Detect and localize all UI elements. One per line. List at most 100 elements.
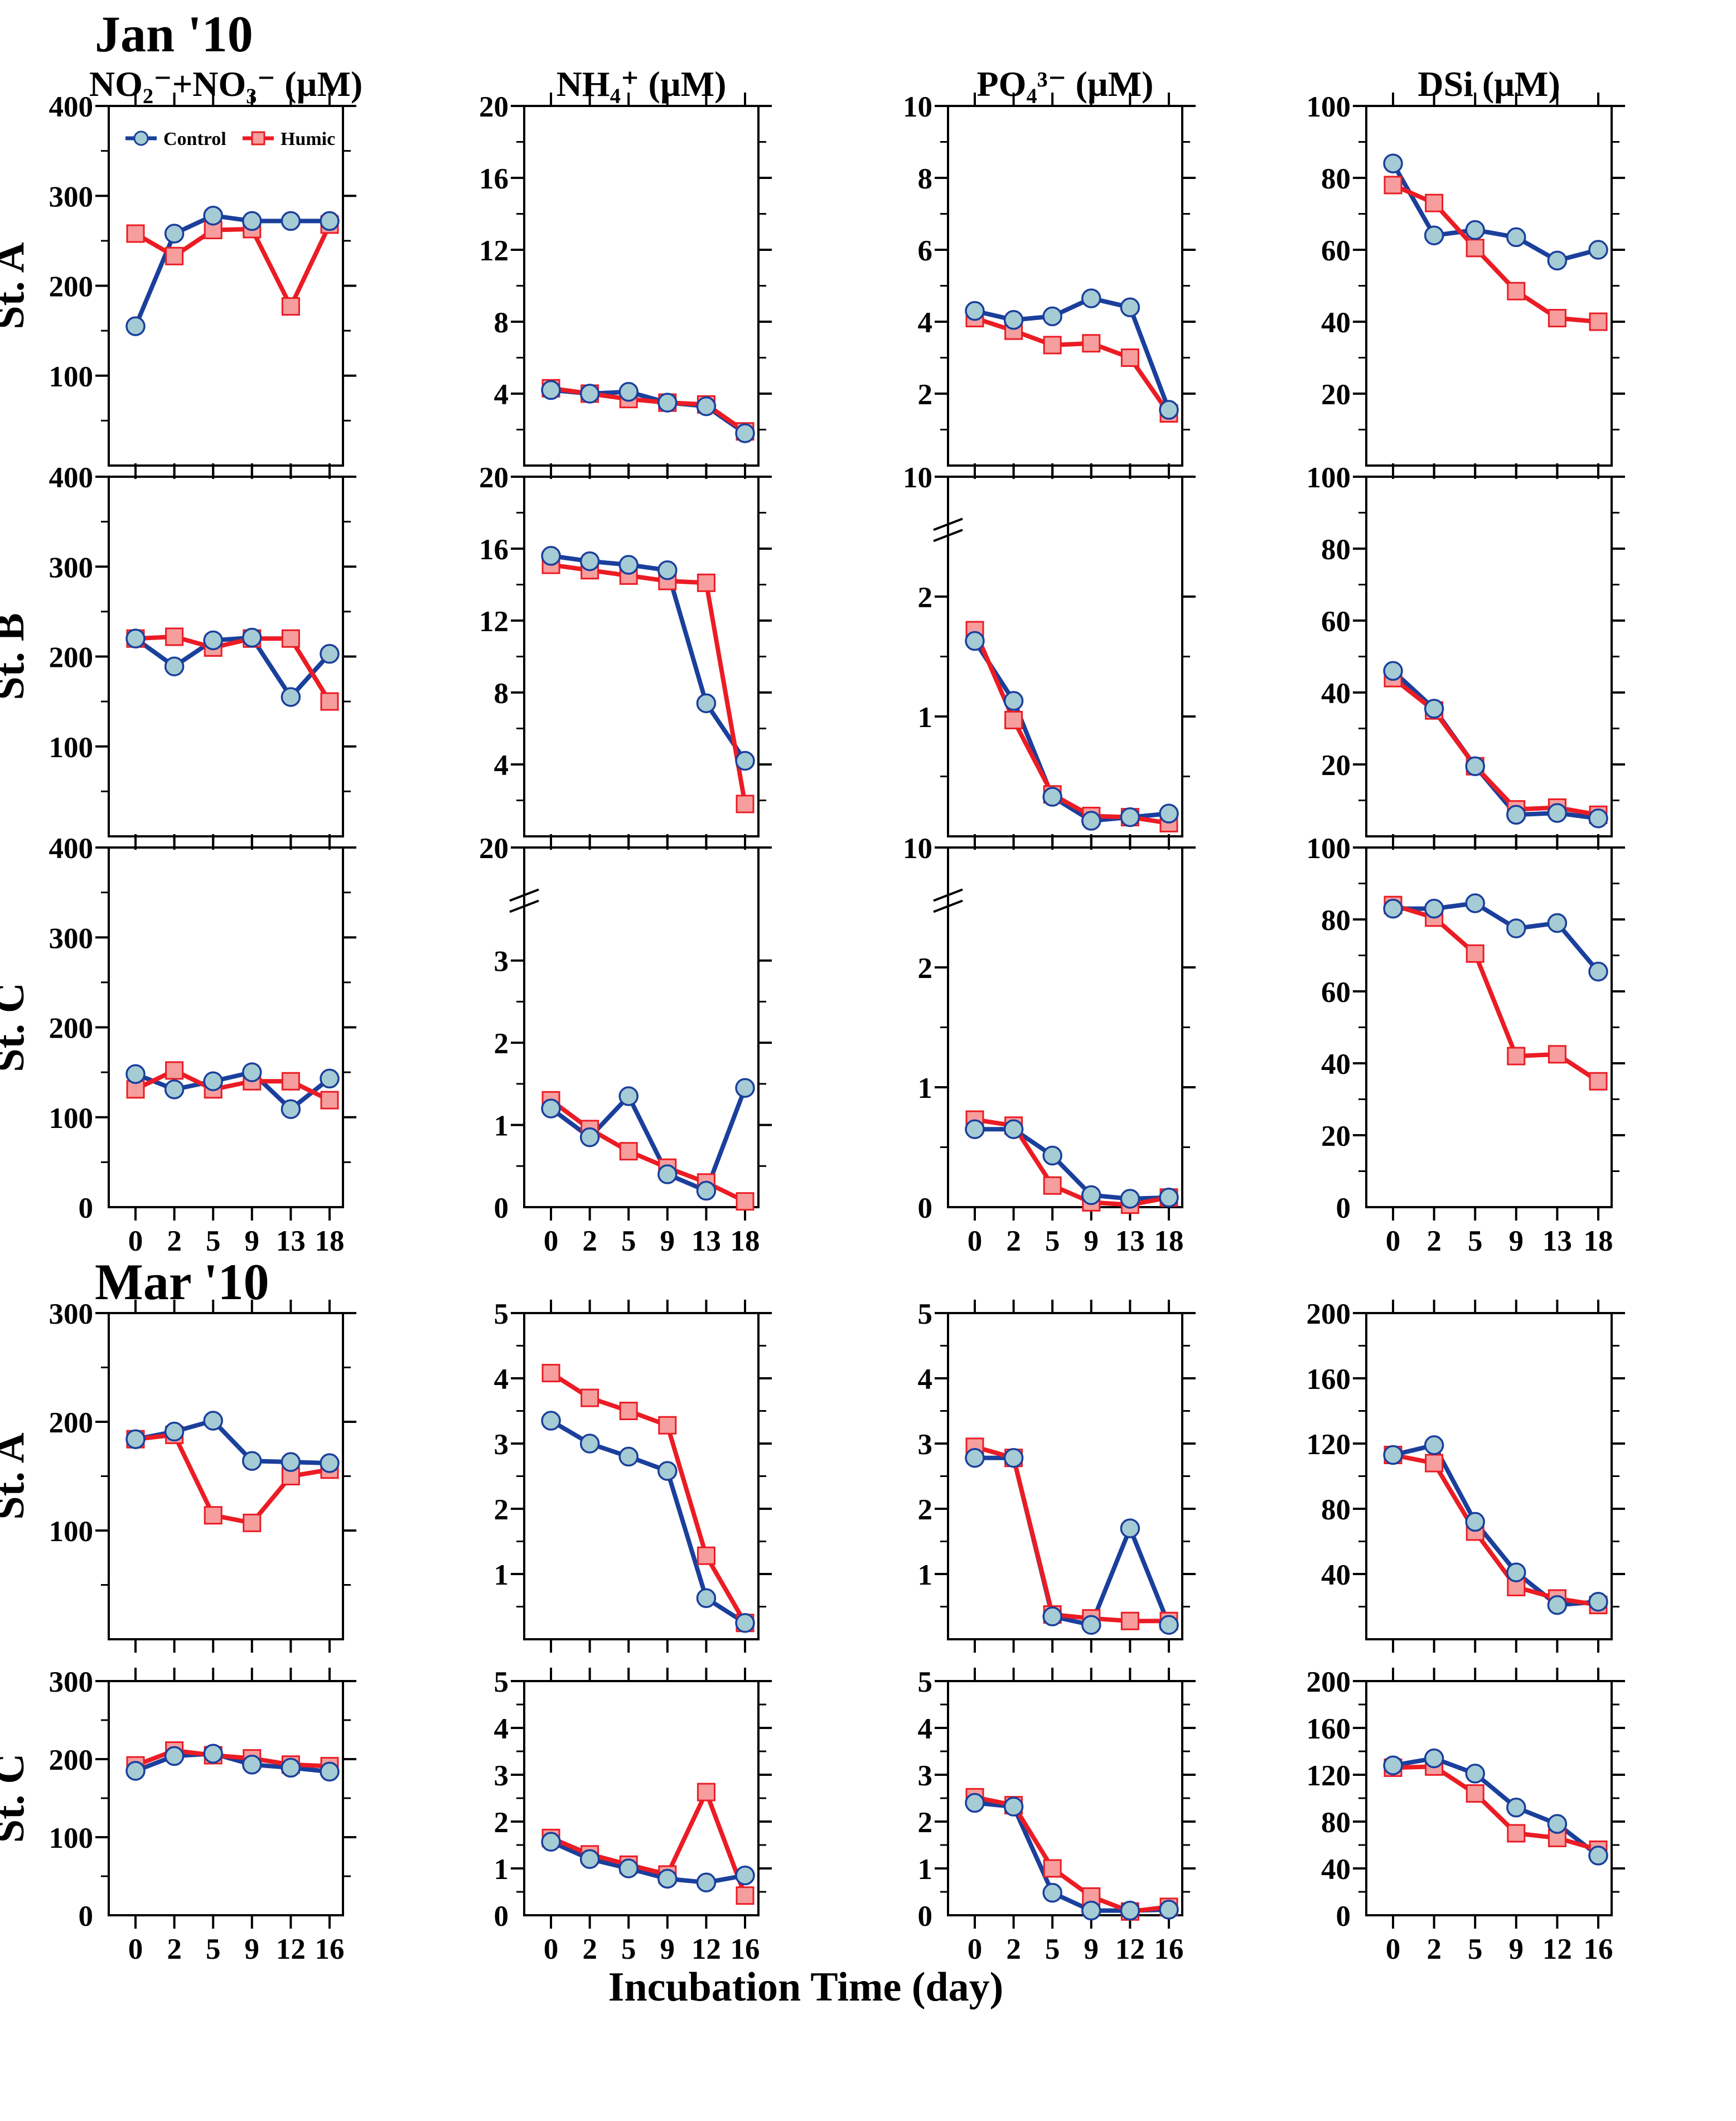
y-tick-label: 3 bbox=[494, 946, 509, 978]
control-marker-icon bbox=[1042, 1882, 1062, 1903]
y-zero-label: 0 bbox=[918, 1900, 933, 1933]
control-marker-icon bbox=[541, 546, 561, 566]
control-marker-icon bbox=[1547, 1814, 1568, 1834]
plot-frame bbox=[1365, 1680, 1613, 1916]
plot-frame bbox=[108, 1680, 344, 1916]
ticks bbox=[95, 1668, 356, 1929]
humic-marker-icon bbox=[1043, 1859, 1062, 1878]
control-marker-icon bbox=[1003, 310, 1024, 330]
y-tick-label: 40 bbox=[1321, 677, 1351, 710]
control-marker-icon bbox=[1547, 1595, 1568, 1615]
control-marker-icon bbox=[1424, 1748, 1444, 1769]
humic-marker-icon bbox=[1043, 1176, 1062, 1195]
x-tick-label: 13 bbox=[276, 1225, 306, 1257]
control-marker-icon bbox=[657, 1164, 678, 1184]
y-tick-label: 100 bbox=[49, 1515, 94, 1548]
control-marker-icon bbox=[1383, 661, 1403, 681]
y-tick-label: 5 bbox=[494, 1298, 509, 1330]
y-tick-label: 100 bbox=[1307, 462, 1351, 494]
control-marker-icon bbox=[735, 1865, 755, 1886]
control-series-line bbox=[974, 296, 1171, 411]
humic-marker-icon bbox=[619, 1402, 638, 1420]
x-tick-label: 0 bbox=[968, 1933, 983, 1965]
humic-series-line bbox=[135, 635, 332, 703]
x-tick-label: 5 bbox=[1468, 1933, 1483, 1965]
x-tick-label: 12 bbox=[1115, 1933, 1145, 1965]
control-marker-icon bbox=[1506, 1562, 1526, 1582]
plot-frame bbox=[947, 846, 1183, 1208]
control-marker-icon bbox=[1547, 250, 1568, 271]
control-marker-icon bbox=[203, 630, 223, 651]
control-marker-icon bbox=[696, 1872, 717, 1892]
humic-series-line bbox=[1392, 1452, 1599, 1607]
control-marker-icon bbox=[579, 1127, 600, 1147]
y-tick-label: 40 bbox=[1321, 1048, 1351, 1081]
panel-s0-r1-dsi: 20 40 60 80 100 bbox=[1307, 462, 1625, 850]
x-tick-label: 0 bbox=[1386, 1225, 1401, 1257]
mar-section-title: Mar '10 bbox=[95, 1253, 269, 1310]
axis-break-icon bbox=[509, 888, 539, 902]
y-tick-label: 8 bbox=[494, 677, 509, 710]
control-marker-icon bbox=[125, 1429, 146, 1449]
plot-frame bbox=[523, 846, 760, 1208]
control-marker-icon bbox=[1042, 306, 1062, 327]
control-marker-icon bbox=[1003, 1796, 1024, 1817]
y-tick-label: 1 bbox=[918, 701, 933, 734]
panel-s0-r1-nh4: 4 8 12 16 20 bbox=[479, 462, 772, 850]
humic-marker-icon bbox=[320, 692, 339, 711]
humic-marker-icon bbox=[1589, 312, 1608, 331]
x-tick-label: 16 bbox=[1584, 1933, 1613, 1965]
control-marker-icon bbox=[1383, 1755, 1403, 1775]
y-tick-label: 5 bbox=[918, 1666, 933, 1698]
panel-s0-r0-nh4: NH₄⁺ (µM) 4 8 12 16 20 bbox=[479, 64, 772, 479]
y-tick-label: 400 bbox=[49, 832, 94, 865]
x-tick-label: 9 bbox=[660, 1933, 675, 1965]
legend-control-marker-icon bbox=[133, 130, 149, 146]
control-marker-icon bbox=[164, 1079, 185, 1100]
humic-series-line bbox=[974, 1117, 1169, 1207]
station-label: St. B bbox=[0, 613, 33, 700]
y-tick-label: 200 bbox=[49, 1744, 94, 1776]
y-tick-label: 160 bbox=[1307, 1713, 1351, 1745]
control-marker-icon bbox=[1465, 1764, 1485, 1784]
y-tick-label: 80 bbox=[1321, 1807, 1351, 1839]
control-marker-icon bbox=[696, 693, 717, 714]
control-marker-icon bbox=[1003, 1447, 1024, 1468]
control-marker-icon bbox=[696, 1588, 717, 1609]
control-marker-icon bbox=[125, 628, 146, 648]
control-marker-icon bbox=[1424, 898, 1444, 919]
y-tick-label: 4 bbox=[918, 1363, 933, 1396]
ticks bbox=[933, 834, 1196, 1221]
control-marker-icon bbox=[1081, 1900, 1101, 1921]
control-marker-icon bbox=[1383, 898, 1403, 919]
x-tick-label: 2 bbox=[167, 1225, 182, 1257]
humic-marker-icon bbox=[619, 1142, 638, 1161]
y-tick-label: 2 bbox=[918, 379, 933, 411]
control-marker-icon bbox=[1120, 297, 1140, 317]
control-marker-icon bbox=[1159, 400, 1179, 420]
humic-series-line bbox=[549, 1098, 746, 1204]
y-tick-label: 1 bbox=[918, 1559, 933, 1591]
humic-marker-icon bbox=[1384, 176, 1403, 195]
axis-break-icon bbox=[933, 517, 963, 531]
panel-s0-r0-dsi: DSi (µM) 20 40 60 80 100 bbox=[1307, 64, 1625, 479]
legend-label-control: Control bbox=[163, 129, 226, 149]
panel-s0-r0-no2no3: NO₂⁻+NO₃⁻ (µM) 100 200 300 400 Control Humic bbox=[49, 64, 362, 479]
y-tick-label: 100 bbox=[49, 361, 94, 393]
control-marker-icon bbox=[1383, 1445, 1403, 1465]
y-tick-label: 100 bbox=[49, 1102, 94, 1135]
station-label: St. C bbox=[0, 1754, 33, 1843]
control-marker-icon bbox=[657, 1868, 678, 1889]
x-tick-label: 0 bbox=[968, 1225, 983, 1257]
y-tick-label: 2 bbox=[918, 582, 933, 614]
x-tick-label: 5 bbox=[206, 1225, 221, 1257]
plot-frame bbox=[947, 1312, 1183, 1640]
column-title: NH₄⁺ (µM) bbox=[557, 64, 727, 104]
y-tick-label: 200 bbox=[49, 271, 94, 303]
control-marker-icon bbox=[1081, 288, 1101, 308]
humic-marker-icon bbox=[1466, 239, 1484, 258]
y-tick-label: 300 bbox=[49, 1666, 94, 1698]
y-tick-label: 4 bbox=[918, 307, 933, 339]
y-tick-label: 120 bbox=[1307, 1760, 1351, 1792]
